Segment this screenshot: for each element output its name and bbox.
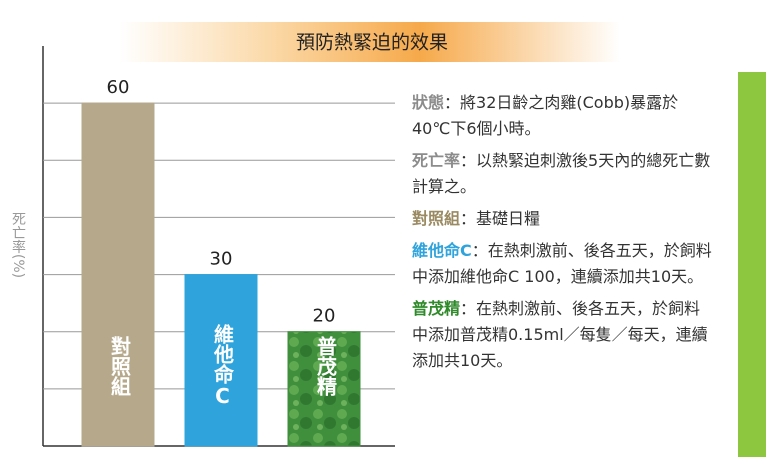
value-label: 60 [107,77,130,98]
category-label: 普茂精 [314,335,338,397]
value-label: 20 [313,306,336,327]
page: {"chart_data": {"type": "bar", "title": … [0,0,766,464]
note-text: ：將32日齡之肉雞(Cobb)暴露於40℃下6個小時。 [412,93,678,138]
notes: 狀態：將32日齡之肉雞(Cobb)暴露於40℃下6個小時。死亡率：以熱緊迫刺激後… [412,90,712,380]
category-label: 維他命C [211,323,235,408]
note-label: 普茂精 [412,299,460,318]
note: 死亡率：以熱緊迫刺激後5天內的總死亡數計算之。 [412,148,712,200]
note: 對照組：基礎日糧 [412,206,712,232]
note-text: ：基礎日糧 [460,209,540,228]
y-axis-label: 死亡率(%) [10,212,26,278]
note: 普茂精：在熱刺激前、後各五天，於飼料中添加普茂精0.15ml／每隻／每天，連續添… [412,296,712,374]
note-label: 維他命C [412,241,472,260]
category-label: 對照組 [108,336,132,396]
chart-title: 預防熱緊迫的效果 [296,32,448,54]
note: 狀態：將32日齡之肉雞(Cobb)暴露於40℃下6個小時。 [412,90,712,142]
value-label: 30 [210,249,233,270]
side-stripe [738,72,766,457]
note-label: 狀態 [412,93,444,112]
note-label: 死亡率 [412,151,460,170]
note-label: 對照組 [412,209,460,228]
note: 維他命C：在熱刺激前、後各五天，於飼料中添加維他命C 100，連續添加共10天。 [412,238,712,290]
